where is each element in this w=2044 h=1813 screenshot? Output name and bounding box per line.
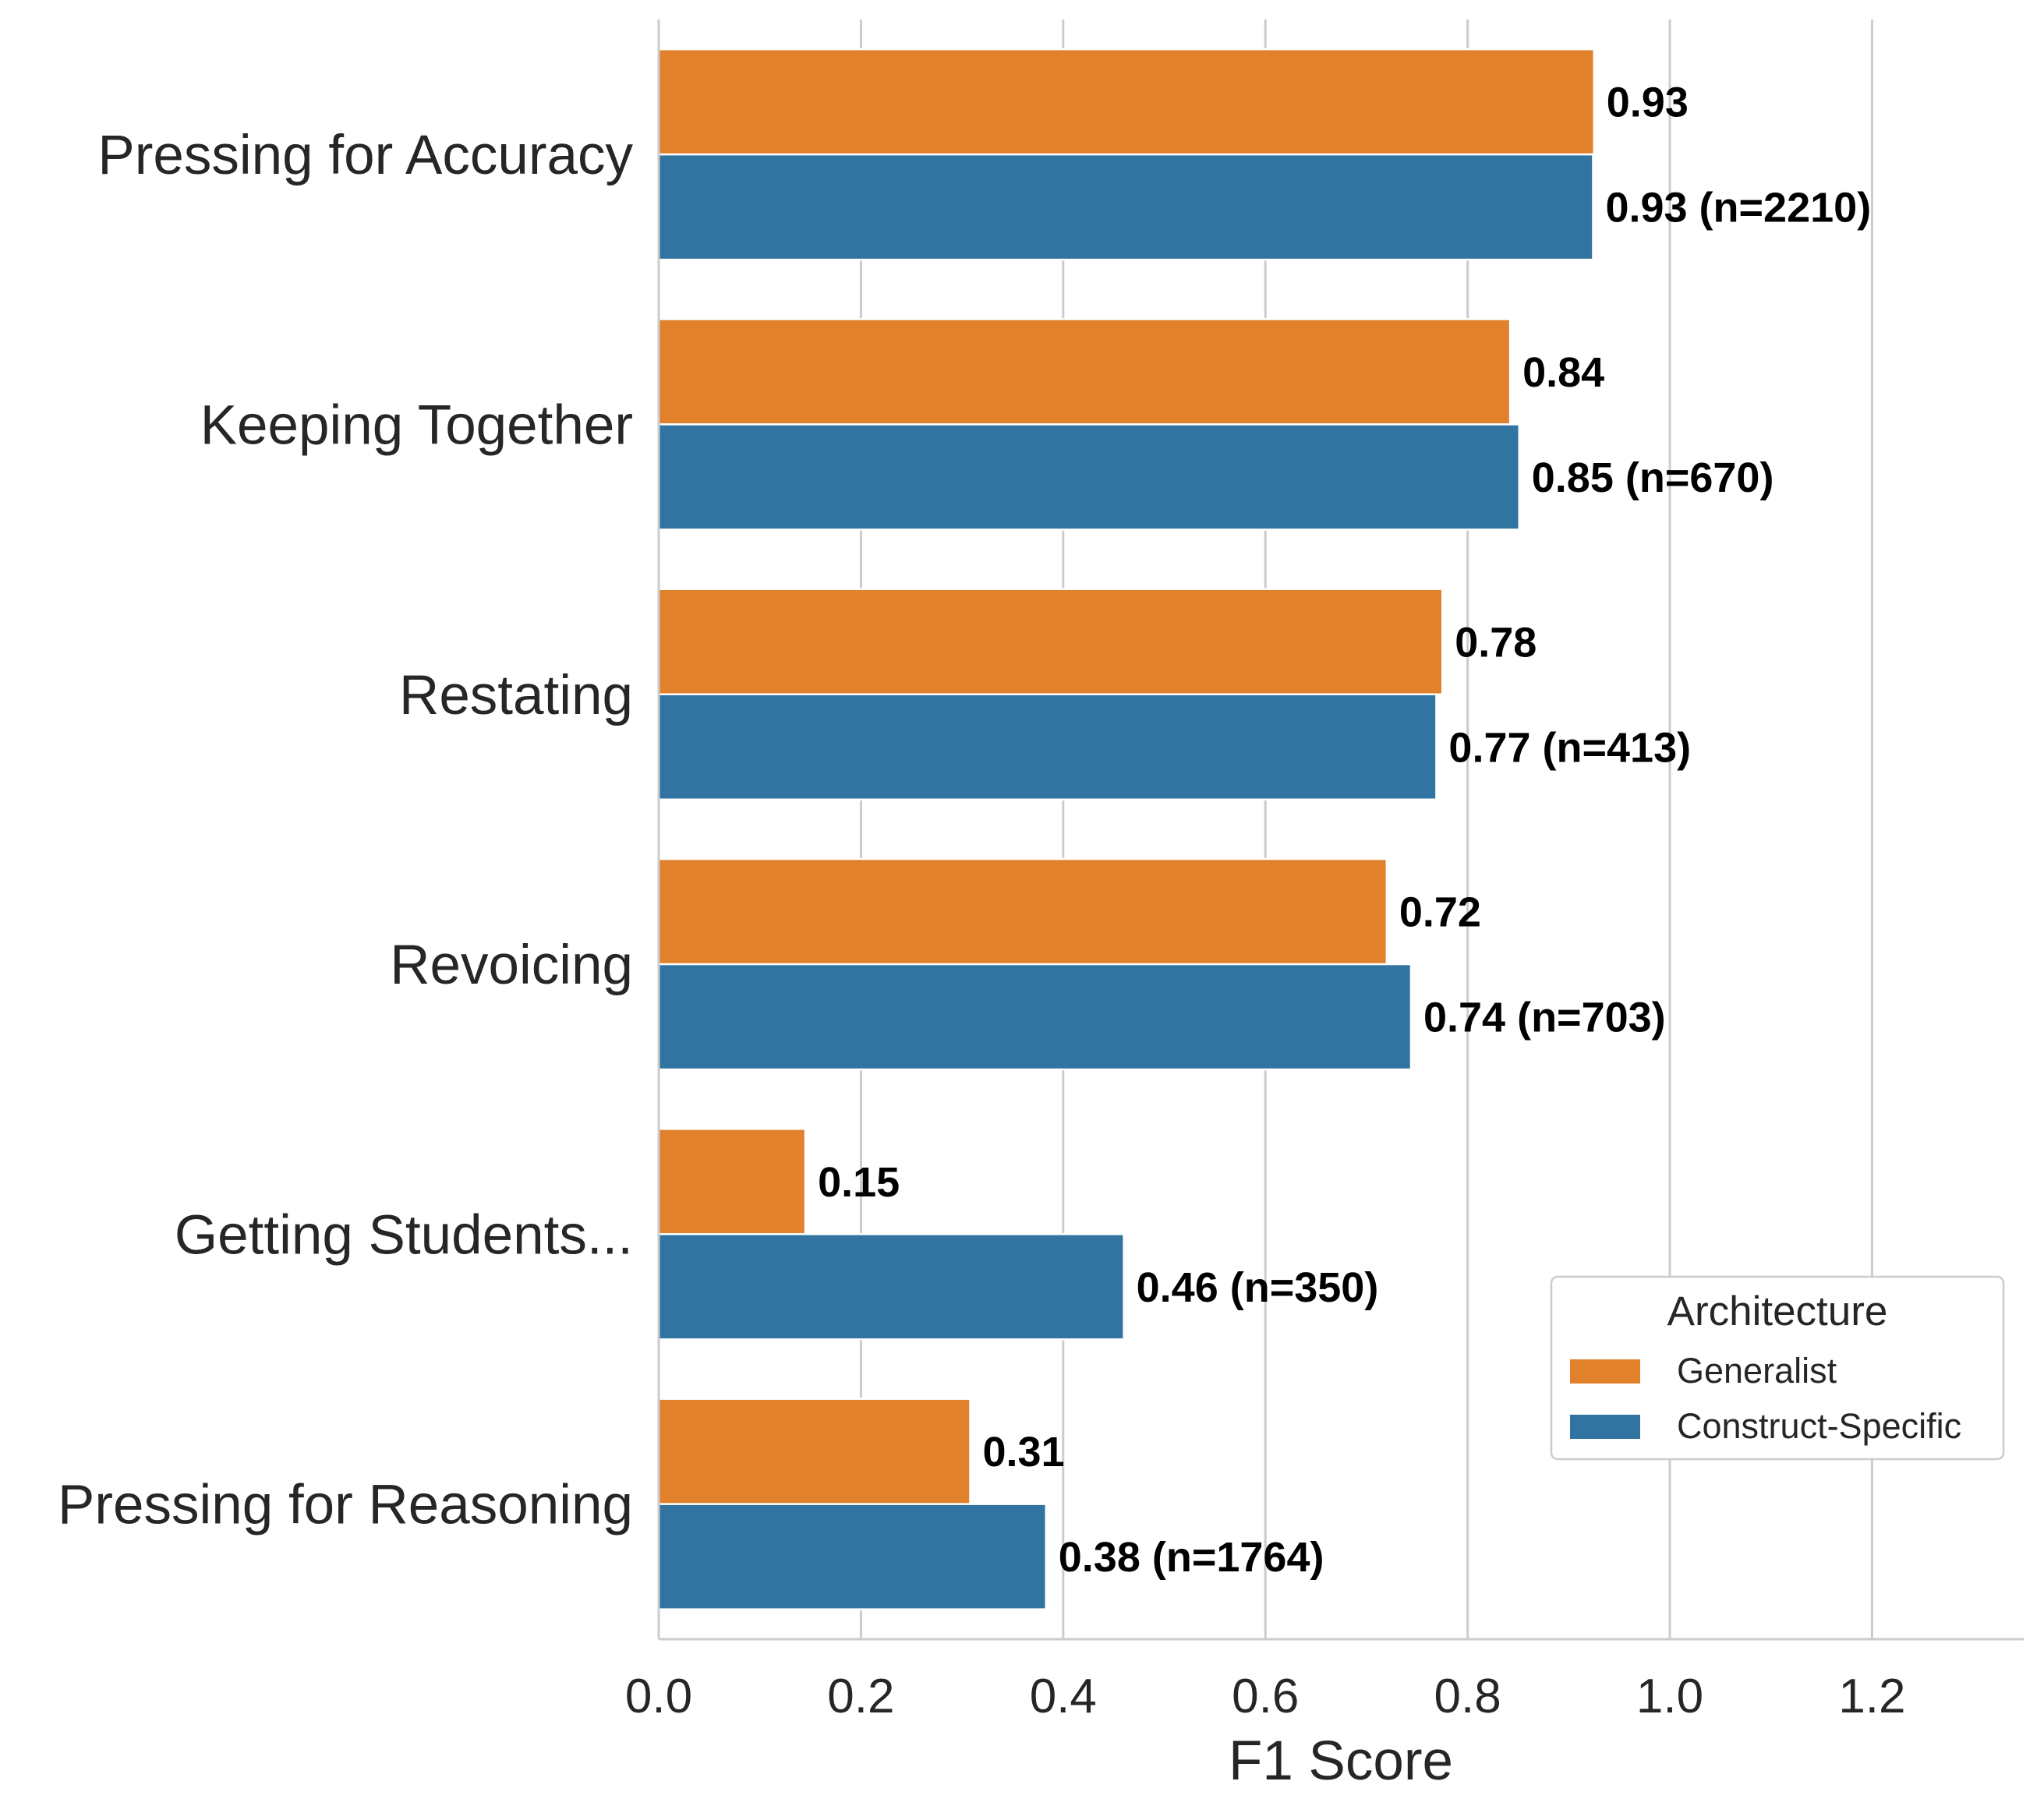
x-tick-label: 1.2 (1838, 1670, 1905, 1723)
value-label-generalist-getting-students: 0.15 (818, 1159, 900, 1206)
bar-generalist-revoicing (657, 857, 1388, 966)
category-label-keeping-together: Keeping Together (200, 394, 633, 456)
legend-swatch-construct-specific (1570, 1415, 1640, 1439)
bar-generalist-pressing-for-reasoning (657, 1398, 971, 1505)
legend-label-generalist: Generalist (1677, 1351, 1837, 1391)
legend-frame (1550, 1275, 2005, 1461)
bar-generalist-keeping-together (657, 318, 1512, 426)
x-tick-label: 0.4 (1030, 1670, 1097, 1723)
legend-swatch-generalist (1570, 1359, 1640, 1384)
value-label-generalist-restating: 0.78 (1455, 619, 1537, 666)
bar-generalist-restating (657, 588, 1444, 695)
x-tick-label: 0.6 (1232, 1670, 1299, 1723)
x-axis-title: F1 Score (1229, 1730, 1453, 1792)
bar-construct-specific-revoicing (657, 963, 1413, 1071)
value-label-construct-specific-pressing-for-reasoning: 0.38 (n=1764) (1059, 1534, 1324, 1581)
axes (657, 19, 2024, 1641)
value-label-generalist-pressing-for-reasoning: 0.31 (982, 1429, 1064, 1475)
bar-generalist-pressing-for-accuracy (657, 48, 1596, 156)
bar-value-labels: 0.93 0.93 (n=2210) 0.84 0.85 (n=670) 0.78 0.7… (818, 80, 1871, 1582)
bar-construct-specific-pressing-for-accuracy (657, 153, 1594, 261)
legend: Architecture Generalist Construct-Specif… (1550, 1275, 2005, 1461)
bar-generalist-getting-students (657, 1128, 807, 1235)
category-label-pressing-for-reasoning: Pressing for Reasoning (58, 1475, 633, 1536)
x-tick-label: 0.8 (1434, 1670, 1501, 1723)
value-label-generalist-keeping-together: 0.84 (1522, 349, 1604, 396)
value-label-generalist-pressing-for-accuracy: 0.93 (1607, 80, 1689, 126)
x-tick-label: 1.0 (1636, 1670, 1703, 1723)
gridlines (859, 19, 1873, 1639)
category-label-getting-students: Getting Students... (175, 1204, 633, 1266)
value-label-construct-specific-getting-students: 0.46 (n=350) (1137, 1264, 1379, 1311)
value-label-construct-specific-keeping-together: 0.85 (n=670) (1532, 454, 1774, 501)
x-tick-labels: 0.0 0.2 0.4 0.6 0.8 1.0 1.2 (625, 1670, 1906, 1723)
value-label-construct-specific-restating: 0.77 (n=413) (1448, 724, 1691, 771)
bar-construct-specific-keeping-together (657, 423, 1521, 531)
value-label-construct-specific-pressing-for-accuracy: 0.93 (n=2210) (1605, 185, 1871, 231)
value-label-construct-specific-revoicing: 0.74 (n=703) (1423, 995, 1666, 1041)
bar-construct-specific-restating (657, 693, 1438, 800)
x-tick-label: 0.0 (625, 1670, 692, 1723)
bar-construct-specific-getting-students (657, 1233, 1125, 1341)
category-labels: Pressing for Accuracy Keeping Together Res… (58, 125, 634, 1536)
bars (657, 48, 1596, 1610)
legend-label-construct-specific: Construct-Specific (1677, 1406, 1961, 1446)
category-label-pressing-for-accuracy: Pressing for Accuracy (97, 125, 633, 186)
bar-construct-specific-pressing-for-reasoning (657, 1503, 1048, 1610)
legend-title: Architecture (1667, 1288, 1888, 1334)
category-label-revoicing: Revoicing (390, 935, 633, 996)
value-label-generalist-revoicing: 0.72 (1399, 889, 1481, 936)
x-tick-label: 0.2 (827, 1670, 894, 1723)
category-label-restating: Restating (399, 665, 633, 726)
